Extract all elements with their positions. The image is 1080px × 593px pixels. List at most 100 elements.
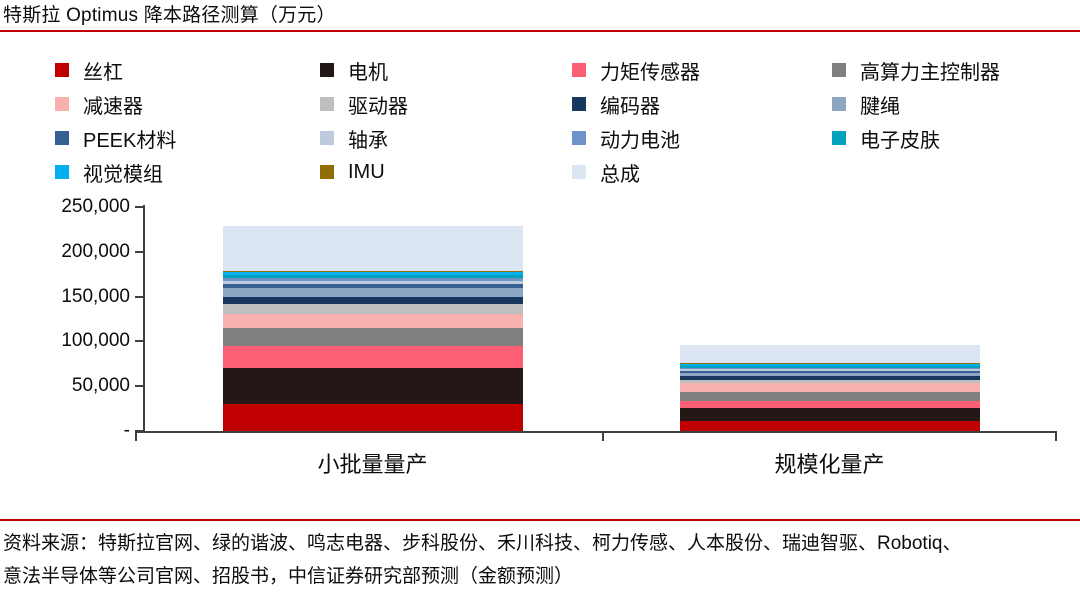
legend-item: 总成 [572, 164, 640, 186]
bar-segment [222, 275, 523, 278]
bar-stack [222, 226, 523, 431]
bar-segment [679, 367, 980, 370]
legend-label: 高算力主控制器 [860, 61, 1000, 84]
bar-segment [679, 372, 980, 377]
legend-label: PEEK材料 [83, 129, 177, 152]
y-axis-tick [135, 206, 143, 208]
legend-item: 腱绳 [832, 96, 900, 118]
bar-segment [222, 280, 523, 285]
x-axis-tick [602, 431, 604, 441]
legend-item: 电子皮肤 [832, 130, 940, 152]
legend-swatch-icon [572, 63, 586, 77]
legend-label: 视觉模组 [83, 163, 163, 186]
x-axis-category-label: 小批量量产 [317, 452, 428, 477]
legend-label: 编码器 [600, 95, 660, 118]
bar-segment [679, 407, 980, 422]
source-note: 资料来源：特斯拉官网、绿的谐波、鸣志电器、步科股份、禾川科技、柯力传感、人本股份… [3, 527, 1077, 593]
bar-segment [222, 303, 523, 314]
footer-rule [0, 519, 1080, 521]
legend-swatch-icon [572, 97, 586, 111]
x-axis-tick [135, 431, 137, 441]
legend-swatch-icon [832, 131, 846, 145]
legend-label: 减速器 [83, 95, 143, 118]
legend-label: 丝杠 [83, 61, 123, 84]
legend-label: IMU [348, 160, 385, 183]
bar-segment [222, 368, 523, 405]
bar-segment [222, 404, 523, 431]
legend-swatch-icon [572, 165, 586, 179]
bar-segment [679, 421, 980, 431]
legend-label: 腱绳 [860, 95, 900, 118]
bar-segment [222, 226, 523, 272]
legend-label: 轴承 [348, 129, 388, 152]
y-axis-tick-label: 150,000 [61, 285, 130, 307]
legend-item: 轴承 [320, 130, 388, 152]
legend-item: 动力电池 [572, 130, 680, 152]
x-axis-line [135, 431, 1057, 433]
bar-segment [222, 313, 523, 328]
y-axis-tick-label: - [123, 420, 130, 441]
bar-segment [679, 392, 980, 402]
legend-item: 视觉模组 [55, 164, 163, 186]
legend-item: 力矩传感器 [572, 62, 700, 84]
legend-item: IMU [320, 161, 385, 183]
legend-swatch-icon [55, 165, 69, 179]
y-axis-tick-label: 250,000 [61, 196, 130, 217]
legend-label: 电子皮肤 [860, 129, 940, 152]
legend-swatch-icon [320, 63, 334, 77]
legend-swatch-icon [832, 63, 846, 77]
legend-item: 电机 [320, 62, 388, 84]
legend-swatch-icon [832, 97, 846, 111]
bar-segment [679, 376, 980, 380]
bar-segment [222, 272, 523, 276]
bar-segment [679, 366, 980, 368]
y-axis-tick [135, 250, 143, 253]
legend-label: 动力电池 [600, 129, 680, 152]
y-axis-tick-label: 50,000 [71, 375, 130, 397]
bar-segment [222, 345, 523, 369]
legend-swatch-icon [55, 97, 69, 111]
legend-item: 编码器 [572, 96, 660, 118]
x-axis-category-label: 规模化量产 [774, 452, 885, 477]
title-underline [0, 30, 1080, 32]
bar-segment [679, 370, 980, 373]
bar-segment [679, 364, 980, 367]
source-line-2: 意法半导体等公司官网、招股书，中信证券研究部预测（金额预测） [3, 566, 574, 587]
bar-segment [222, 284, 523, 288]
legend-item: 驱动器 [320, 96, 408, 118]
y-axis-tick [135, 385, 143, 388]
bar-segment [679, 379, 980, 383]
bar-segment [679, 401, 980, 408]
legend-swatch-icon [320, 97, 334, 111]
bar-segment [222, 287, 523, 297]
legend-item: 丝杠 [55, 62, 123, 84]
legend-item: 减速器 [55, 96, 143, 118]
y-axis-tick-label: 200,000 [61, 240, 130, 262]
bar-segment [679, 363, 980, 365]
y-axis-tick [135, 340, 143, 343]
y-axis-tick-label: 100,000 [61, 330, 130, 352]
legend-swatch-icon [572, 131, 586, 145]
legend-label: 电机 [348, 61, 388, 84]
legend-label: 驱动器 [348, 95, 408, 118]
legend-swatch-icon [320, 165, 334, 179]
bar-segment [222, 296, 523, 304]
legend-swatch-icon [320, 131, 334, 145]
legend-swatch-icon [55, 131, 69, 145]
bar-segment [679, 382, 980, 393]
y-axis-line [143, 205, 145, 433]
y-axis-tick [135, 295, 143, 298]
bar-segment [679, 369, 980, 371]
x-axis-tick [1055, 431, 1057, 441]
legend-item: 高算力主控制器 [832, 62, 1000, 84]
bar-segment [222, 277, 523, 281]
bar-stack [679, 345, 980, 431]
source-line-1: 资料来源：特斯拉官网、绿的谐波、鸣志电器、步科股份、禾川科技、柯力传感、人本股份… [3, 533, 962, 554]
legend-label: 力矩传感器 [600, 61, 700, 84]
legend-item: PEEK材料 [55, 130, 176, 152]
legend-label: 总成 [600, 163, 640, 186]
bar-segment [222, 327, 523, 346]
bar-segment [679, 345, 980, 364]
bar-segment [222, 271, 523, 273]
chart-title: 特斯拉 Optimus 降本路径测算（万元） [3, 5, 336, 26]
